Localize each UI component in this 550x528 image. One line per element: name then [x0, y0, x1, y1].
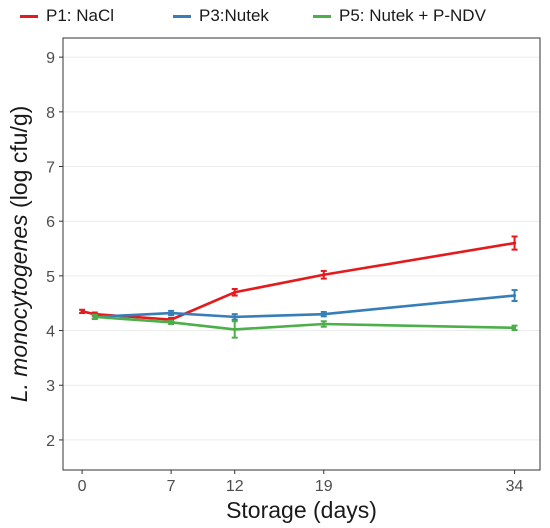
- data-point: [233, 327, 237, 332]
- series-line: [94, 294, 515, 319]
- y-axis-title: L. monocytogenes (log cfu/g): [6, 106, 32, 403]
- y-tick-label: 4: [46, 324, 55, 341]
- y-tick-label: 9: [46, 50, 55, 67]
- data-point: [93, 315, 97, 319]
- legend-label: P5: Nutek + P-NDV: [339, 6, 486, 25]
- data-point: [233, 315, 237, 319]
- series-3: [91, 313, 518, 339]
- series-1: [79, 235, 518, 323]
- data-point: [169, 311, 173, 315]
- data-point: [233, 290, 237, 294]
- legend-item: P3:Nutek: [173, 4, 269, 28]
- legend-item: P1: NaCl: [20, 4, 114, 28]
- data-point: [322, 312, 326, 316]
- y-axis-title-italic: L. monocytogenes: [6, 214, 32, 402]
- series-line: [81, 241, 515, 321]
- x-tick-label: 7: [167, 478, 176, 495]
- x-axis-title: Storage (days): [226, 497, 377, 523]
- y-tick-label: 8: [46, 105, 55, 122]
- legend: P1: NaCl P3:Nutek P5: Nutek + P-NDV: [0, 4, 550, 28]
- data-point: [512, 326, 517, 330]
- y-tick-label: 2: [46, 433, 55, 450]
- legend-swatch: [313, 14, 331, 18]
- y-tick-label: 3: [46, 378, 55, 395]
- plot-border: [62, 37, 541, 471]
- legend-label: P1: NaCl: [46, 6, 115, 25]
- legend-swatch: [173, 14, 191, 18]
- y-tick-label: 5: [46, 269, 55, 286]
- x-tick-label: 34: [506, 478, 524, 495]
- x-tick-label: 19: [315, 478, 333, 495]
- data-point: [512, 293, 517, 298]
- y-axis-title-unit: (log cfu/g): [6, 106, 32, 215]
- legend-swatch: [20, 14, 38, 18]
- legend-item: P5: Nutek + P-NDV: [313, 4, 486, 28]
- y-tick-label: 6: [46, 214, 55, 231]
- x-tick-label: 0: [78, 478, 87, 495]
- data-point: [512, 241, 517, 245]
- data-point: [80, 309, 84, 314]
- y-tick-label: 7: [46, 160, 55, 177]
- series-2: [91, 289, 518, 321]
- data-point: [322, 273, 326, 277]
- data-point: [169, 320, 173, 324]
- x-tick-label: 12: [226, 478, 244, 495]
- legend-label: P3:Nutek: [199, 6, 269, 25]
- data-point: [322, 322, 326, 326]
